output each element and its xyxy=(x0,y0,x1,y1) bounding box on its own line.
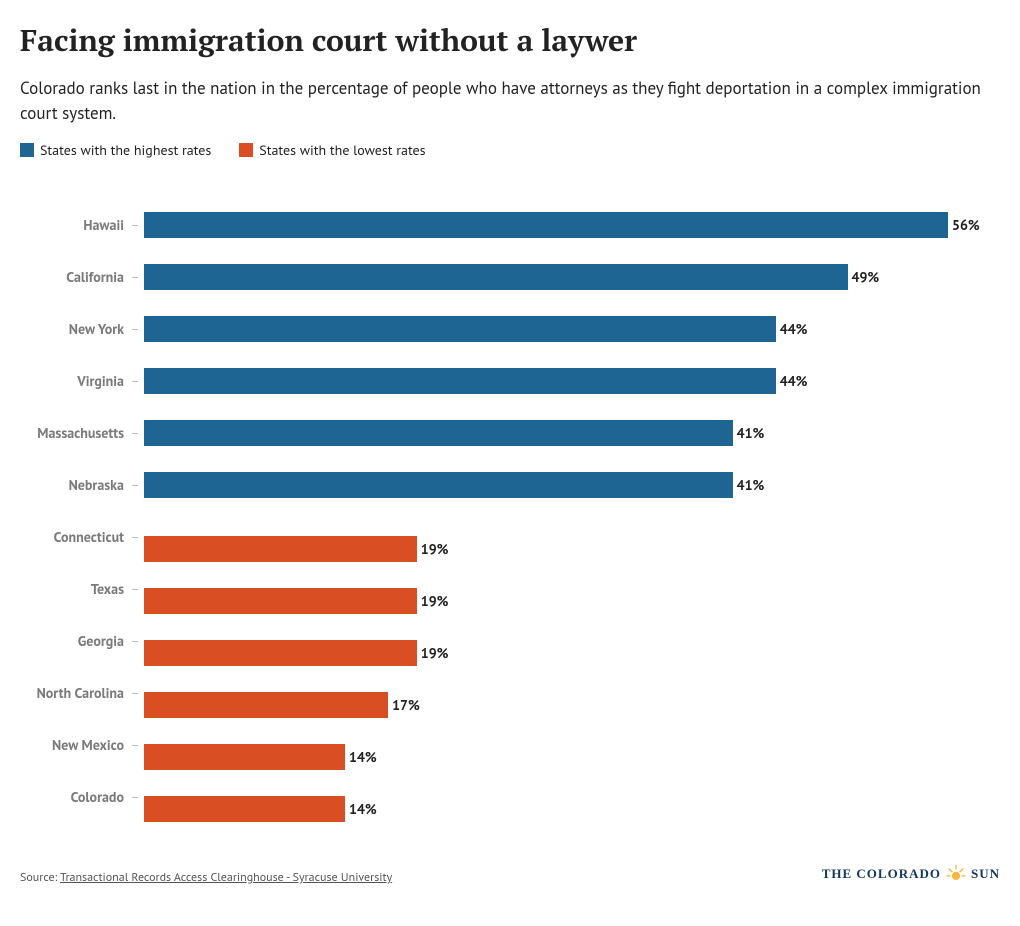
value-label: 44% xyxy=(780,320,808,338)
state-label: Georgia xyxy=(20,632,132,650)
state-label: Virginia xyxy=(20,372,132,390)
bar-area: 19% xyxy=(144,640,1000,666)
bar xyxy=(144,536,417,562)
bar-row: Virginia 44% xyxy=(20,355,1000,407)
state-label: North Carolina xyxy=(20,684,132,702)
source-prefix: Source: xyxy=(20,870,60,885)
axis-tick xyxy=(132,589,138,590)
legend-item-low: States with the lowest rates xyxy=(239,141,425,159)
source-link[interactable]: Transactional Records Access Clearinghou… xyxy=(60,870,392,885)
legend: States with the highest rates States wit… xyxy=(20,141,1000,159)
state-label: Connecticut xyxy=(20,528,132,546)
bar-row: New York 44% xyxy=(20,303,1000,355)
value-label: 19% xyxy=(421,644,449,662)
state-label: Texas xyxy=(20,580,132,598)
chart-footer: Source: Transactional Records Access Cle… xyxy=(20,863,1000,885)
bar xyxy=(144,588,417,614)
bar-area: 14% xyxy=(144,796,1000,822)
state-label: California xyxy=(20,268,132,286)
bar-row: Texas 19% xyxy=(20,563,1000,615)
axis-tick xyxy=(132,225,138,226)
value-label: 19% xyxy=(421,592,449,610)
value-label: 41% xyxy=(737,476,765,494)
state-label: Hawaii xyxy=(20,216,132,234)
axis-tick xyxy=(132,277,138,278)
bar xyxy=(144,692,388,718)
bar-row: Connecticut 19% xyxy=(20,511,1000,563)
axis-tick xyxy=(132,693,138,694)
state-label: Colorado xyxy=(20,788,132,806)
bar xyxy=(144,212,948,238)
state-label: New York xyxy=(20,320,132,338)
value-label: 56% xyxy=(952,216,980,234)
bar xyxy=(144,368,776,394)
legend-label-low: States with the lowest rates xyxy=(259,141,425,159)
bar-row: Georgia 19% xyxy=(20,615,1000,667)
state-label: Nebraska xyxy=(20,476,132,494)
axis-tick xyxy=(132,537,138,538)
source-line: Source: Transactional Records Access Cle… xyxy=(20,870,392,885)
bar-area: 41% xyxy=(144,420,1000,446)
legend-item-high: States with the highest rates xyxy=(20,141,211,159)
axis-tick xyxy=(132,745,138,746)
axis-tick xyxy=(132,433,138,434)
legend-label-high: States with the highest rates xyxy=(40,141,211,159)
bar-row: New Mexico 14% xyxy=(20,719,1000,771)
value-label: 44% xyxy=(780,372,808,390)
axis-tick xyxy=(132,641,138,642)
bar xyxy=(144,472,733,498)
value-label: 17% xyxy=(392,696,420,714)
axis-tick xyxy=(132,485,138,486)
bar-chart: Hawaii56%California49%New York44%Virgini… xyxy=(20,199,1000,823)
value-label: 41% xyxy=(737,424,765,442)
bar-row: Colorado 14% xyxy=(20,771,1000,823)
value-label: 49% xyxy=(852,268,880,286)
bar-row: Nebraska 41% xyxy=(20,459,1000,511)
value-label: 14% xyxy=(349,748,377,766)
bar xyxy=(144,640,417,666)
axis-tick xyxy=(132,381,138,382)
value-label: 14% xyxy=(349,800,377,818)
chart-title: Facing immigration court without a laywe… xyxy=(20,20,1000,60)
bar-area: 19% xyxy=(144,588,1000,614)
bar-row: California 49% xyxy=(20,251,1000,303)
logo-text-right: SUN xyxy=(971,866,1000,882)
axis-tick xyxy=(132,329,138,330)
state-label: Massachusetts xyxy=(20,424,132,442)
axis-tick xyxy=(132,797,138,798)
bar xyxy=(144,744,345,770)
legend-swatch-low xyxy=(239,143,253,157)
bar-area: 56% xyxy=(144,212,1000,238)
bar-area: 49% xyxy=(144,264,1000,290)
publisher-logo: THE COLORADO SUN xyxy=(822,863,1000,885)
logo-text-left: THE COLORADO xyxy=(822,866,941,882)
bar-row: Massachusetts 41% xyxy=(20,407,1000,459)
bar-area: 19% xyxy=(144,536,1000,562)
sun-icon xyxy=(945,863,967,885)
bar-area: 44% xyxy=(144,368,1000,394)
bar-area: 41% xyxy=(144,472,1000,498)
bar-area: 14% xyxy=(144,744,1000,770)
bar xyxy=(144,316,776,342)
bar xyxy=(144,264,848,290)
state-label: New Mexico xyxy=(20,736,132,754)
value-label: 19% xyxy=(421,540,449,558)
chart-subtitle: Colorado ranks last in the nation in the… xyxy=(20,76,1000,125)
legend-swatch-high xyxy=(20,143,34,157)
bar xyxy=(144,796,345,822)
bar-row: Hawaii 56% xyxy=(20,199,1000,251)
bar xyxy=(144,420,733,446)
bar-row: North Carolina 17% xyxy=(20,667,1000,719)
bar-area: 44% xyxy=(144,316,1000,342)
bar-area: 17% xyxy=(144,692,1000,718)
